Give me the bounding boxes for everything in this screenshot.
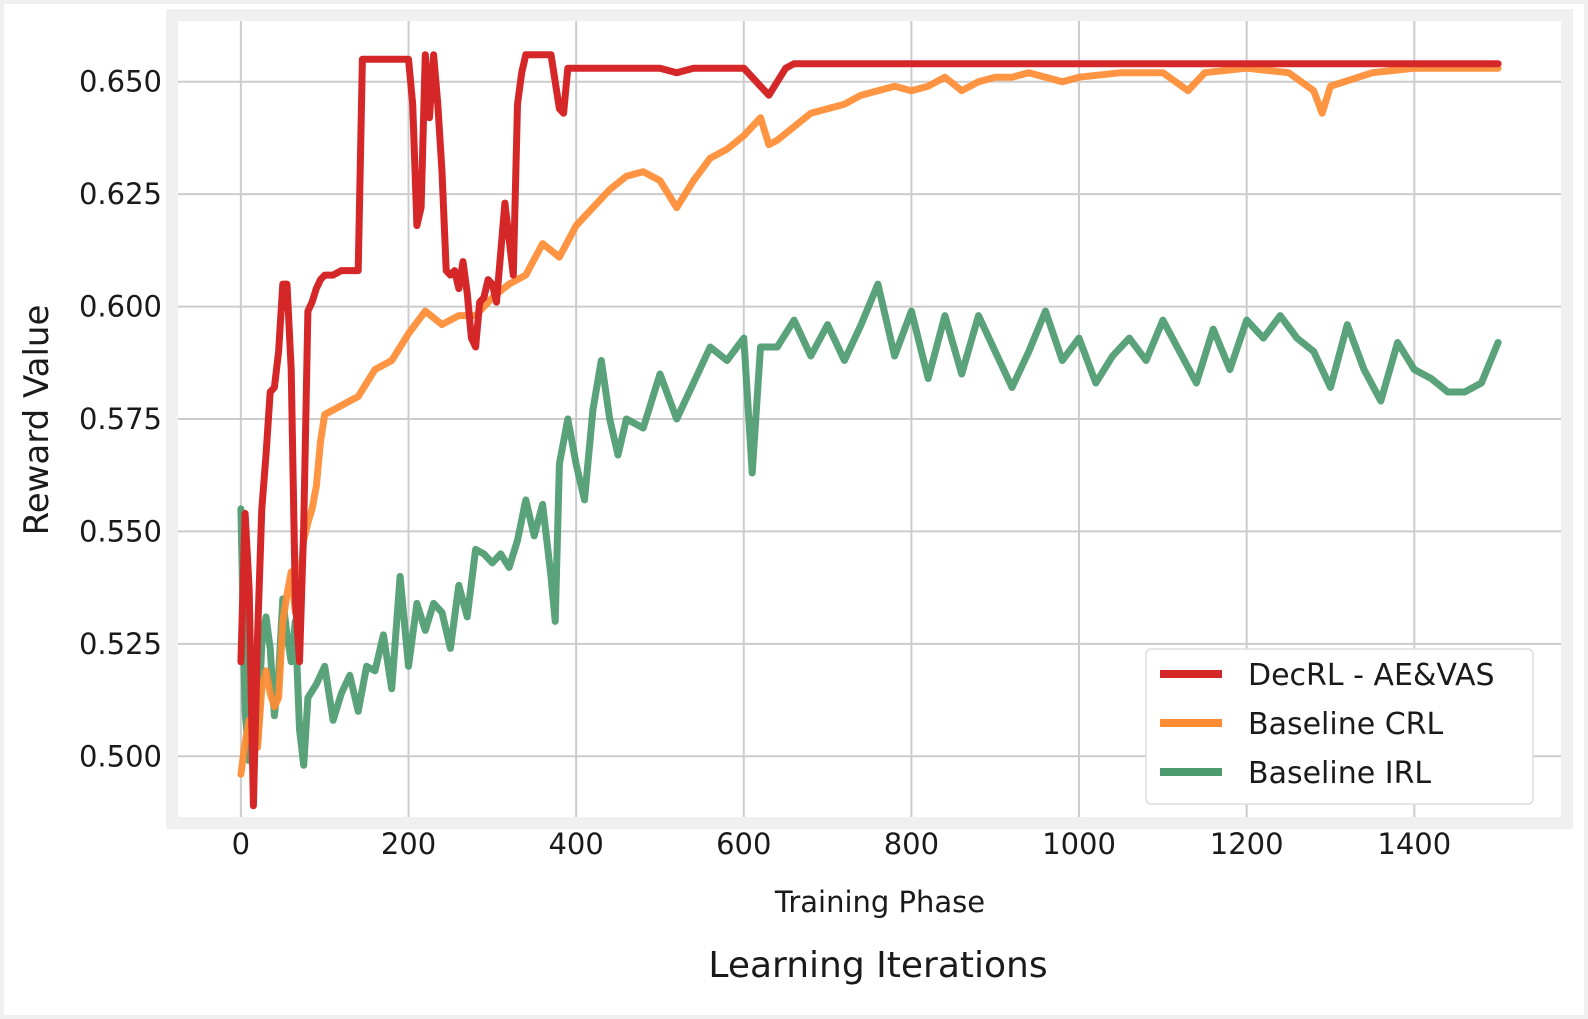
x-tick-label: 1200 bbox=[1210, 827, 1284, 861]
y-tick-label: 0.650 bbox=[79, 65, 162, 99]
legend-label: DecRL - AE&VAS bbox=[1248, 658, 1495, 693]
y-tick-label: 0.550 bbox=[79, 514, 162, 548]
x-tick-label: 400 bbox=[548, 827, 603, 861]
legend: DecRL - AE&VAS Baseline CRL Baseline IRL bbox=[1145, 648, 1534, 805]
x-tick-label: 200 bbox=[381, 827, 436, 861]
y-tick-label: 0.575 bbox=[79, 402, 162, 436]
legend-label: Baseline IRL bbox=[1248, 756, 1431, 791]
series-line-baseline-irl bbox=[237, 280, 1502, 769]
y-tick-label: 0.600 bbox=[79, 290, 162, 324]
y-tick-label: 0.525 bbox=[79, 627, 162, 661]
series-layer bbox=[237, 51, 1502, 810]
footer-label: Learning Iterations bbox=[708, 945, 1047, 986]
y-axis-label: Reward Value bbox=[17, 305, 57, 536]
y-tick-label: 0.625 bbox=[79, 177, 162, 211]
legend-box bbox=[1145, 648, 1534, 805]
x-tick-label: 0 bbox=[232, 827, 250, 861]
y-tick-label: 0.500 bbox=[79, 739, 162, 773]
series-line-decrl-ae-vas bbox=[237, 51, 1502, 810]
x-axis-label: Training Phase bbox=[774, 885, 985, 919]
x-tick-label: 1400 bbox=[1377, 827, 1451, 861]
x-tick-label: 600 bbox=[716, 827, 771, 861]
x-tick-label: 1000 bbox=[1042, 827, 1116, 861]
x-tick-labels: 0 200 400 600 800 1000 1200 1400 bbox=[232, 827, 1452, 861]
legend-label: Baseline CRL bbox=[1248, 707, 1444, 742]
y-tick-labels: 0.500 0.525 0.550 0.575 0.600 0.625 0.650 bbox=[79, 65, 162, 774]
x-tick-label: 800 bbox=[884, 827, 939, 861]
